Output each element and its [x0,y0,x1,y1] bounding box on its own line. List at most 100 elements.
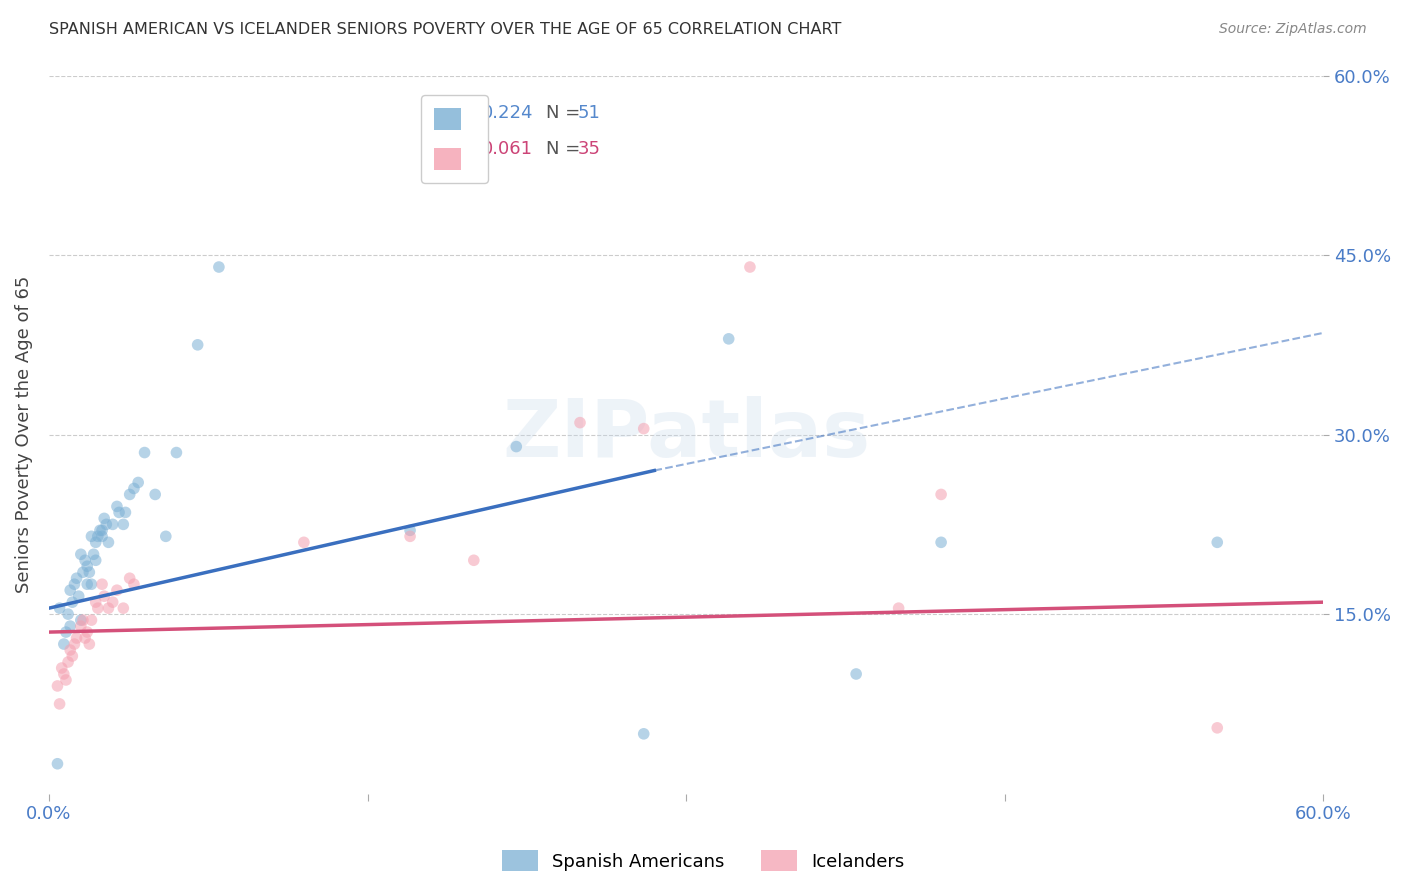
Point [89,524,111,538]
Point [65,631,87,645]
Point [887,601,910,615]
Point [114,505,136,519]
Point [292,535,315,549]
Point [75,553,97,567]
Point [72,613,94,627]
Point [1206,721,1229,735]
Point [845,667,868,681]
Point [97,601,120,615]
Point [52,637,75,651]
Point [60,595,83,609]
Point [55,625,77,640]
Point [187,338,209,352]
Point [105,583,128,598]
Point [79,566,101,580]
Point [929,535,952,549]
Point [63,577,86,591]
Point [505,440,527,454]
Point [80,529,103,543]
Text: N =: N = [546,140,586,158]
Point [399,524,422,538]
Point [1206,535,1229,549]
Point [69,619,91,633]
Point [56,655,79,669]
Point [87,601,110,615]
Point [118,487,141,501]
Text: 51: 51 [578,104,600,122]
Point [112,601,135,615]
Point [46,756,69,771]
Point [93,589,115,603]
Point [101,517,124,532]
Point [69,613,91,627]
Point [738,260,761,274]
Point [569,416,592,430]
Point [72,566,94,580]
Point [108,505,131,519]
Point [76,625,98,640]
Point [399,529,422,543]
Point [59,583,82,598]
Point [59,619,82,633]
Point [122,482,145,496]
Point [83,547,105,561]
Point [75,631,97,645]
Text: ZIPatlas: ZIPatlas [502,395,870,474]
Point [208,260,231,274]
Point [134,445,156,459]
Text: Source: ZipAtlas.com: Source: ZipAtlas.com [1219,22,1367,37]
Text: 0.061: 0.061 [482,140,533,158]
Point [165,445,187,459]
Point [155,529,177,543]
Point [63,637,86,651]
Point [69,547,91,561]
Point [105,500,128,514]
Point [76,577,98,591]
Point [91,577,114,591]
Point [56,607,79,621]
Point [91,524,114,538]
Point [67,589,90,603]
Legend: , : , [422,95,488,183]
Text: N =: N = [546,104,586,122]
Point [717,332,740,346]
Point [127,475,149,490]
Point [101,595,124,609]
Point [84,595,107,609]
Point [96,517,118,532]
Point [80,577,103,591]
Point [55,673,77,687]
Point [59,643,82,657]
Point [48,697,70,711]
Point [60,648,83,663]
Point [46,679,69,693]
Point [633,422,655,436]
Point [84,553,107,567]
Point [112,517,135,532]
Point [118,571,141,585]
Point [84,535,107,549]
Point [143,487,166,501]
Point [122,577,145,591]
Point [51,661,73,675]
Point [87,529,110,543]
Point [65,571,87,585]
Text: R =: R = [444,140,484,158]
Point [76,559,98,574]
Text: 0.224: 0.224 [482,104,534,122]
Text: R =: R = [444,104,484,122]
Y-axis label: Seniors Poverty Over the Age of 65: Seniors Poverty Over the Age of 65 [15,276,32,593]
Point [463,553,485,567]
Point [52,667,75,681]
Point [93,511,115,525]
Legend: Spanish Americans, Icelanders: Spanish Americans, Icelanders [495,843,911,879]
Text: SPANISH AMERICAN VS ICELANDER SENIORS POVERTY OVER THE AGE OF 65 CORRELATION CHA: SPANISH AMERICAN VS ICELANDER SENIORS PO… [49,22,842,37]
Point [97,535,120,549]
Point [91,529,114,543]
Point [79,637,101,651]
Text: 35: 35 [578,140,600,158]
Point [929,487,952,501]
Point [633,727,655,741]
Point [48,601,70,615]
Point [80,613,103,627]
